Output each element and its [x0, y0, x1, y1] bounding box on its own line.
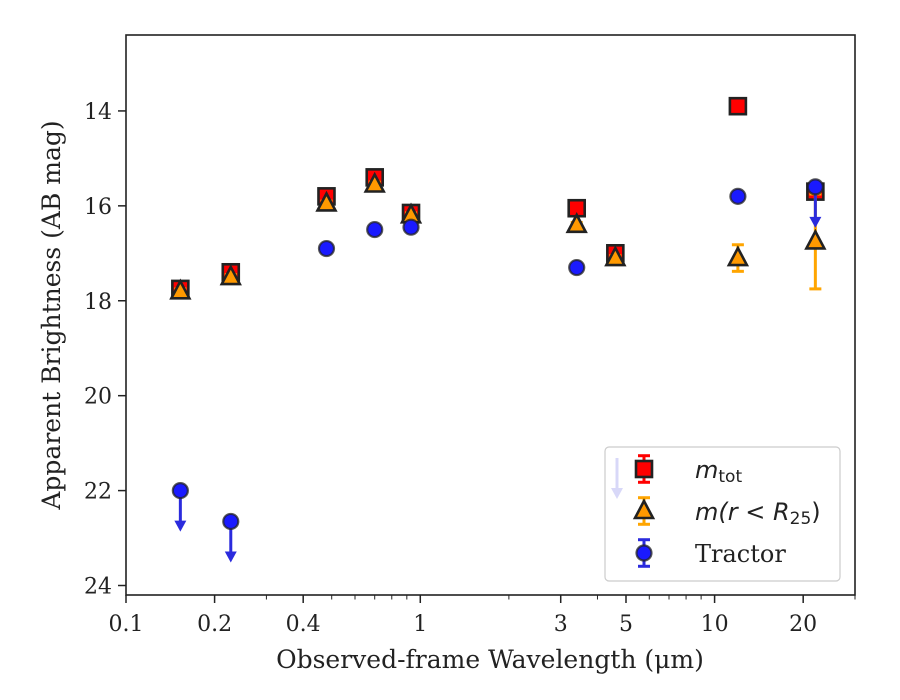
marker-circle — [729, 187, 747, 205]
y-axis-label: Apparent Brightness (AB mag) — [37, 120, 66, 510]
marker-triangle — [726, 245, 750, 267]
y-tick-label: 22 — [84, 480, 112, 505]
legend-label-mtot: mtot — [695, 456, 742, 487]
data-point — [729, 187, 747, 205]
data-point — [222, 512, 240, 563]
marker-circle — [222, 512, 240, 531]
legend: mtot m(r < R25) Tractor — [604, 446, 841, 582]
x-tick-label: 20 — [789, 612, 817, 637]
marker-circle — [635, 544, 653, 562]
x-axis-label: Observed-frame Wavelength (μm) — [276, 645, 704, 674]
x-tick-label: 5 — [619, 612, 633, 637]
marker-circle — [402, 218, 420, 236]
y-tick-label: 24 — [84, 575, 112, 600]
legend-entry — [634, 454, 654, 484]
marker-triangle — [632, 498, 656, 520]
legend-label-main: m — [695, 456, 718, 484]
data-point — [315, 190, 338, 212]
data-point — [726, 243, 750, 273]
marker-circle — [568, 258, 586, 277]
data-point — [604, 245, 627, 267]
data-point — [402, 218, 420, 236]
plot-area — [169, 96, 827, 563]
upper-limit-head — [174, 520, 187, 532]
marker-triangle — [219, 264, 242, 286]
x-tick-label: 1 — [413, 612, 427, 637]
axis-ticks: 0.1 0.2 0.4 1 3 5 10 20 14 16 18 20 22 24 — [84, 100, 856, 637]
marker-circle — [806, 178, 824, 196]
data-point — [806, 178, 824, 228]
marker-triangle — [169, 278, 192, 300]
y-tick-label: 14 — [84, 100, 112, 125]
marker-triangle — [604, 245, 627, 267]
data-point — [565, 212, 588, 234]
marker-triangle — [363, 171, 386, 193]
y-tick-label: 16 — [84, 195, 112, 220]
x-tick-label: 10 — [701, 612, 729, 637]
upper-limit-arrow — [611, 458, 623, 499]
legend-entry — [635, 538, 653, 568]
legend-entry — [632, 496, 656, 526]
data-point — [366, 220, 384, 239]
x-tick-label: 3 — [554, 612, 568, 637]
marker-circle — [317, 239, 336, 258]
x-tick-label: 0.1 — [109, 612, 144, 637]
plot-frame — [125, 34, 856, 596]
legend-label-sub: 25 — [790, 509, 812, 529]
data-point — [171, 481, 189, 532]
marker-square — [728, 96, 748, 116]
data-point — [363, 171, 386, 193]
legend-label-post: ) — [811, 498, 820, 526]
data-point — [568, 258, 586, 277]
legend-label-pre: m(r < R — [695, 498, 790, 526]
marker-square — [634, 459, 654, 479]
marker-circle — [366, 220, 384, 239]
marker-triangle — [565, 212, 588, 234]
marker-triangle — [315, 190, 338, 212]
series-circle — [171, 178, 824, 563]
legend-label-mr25: m(r < R25) — [695, 498, 821, 529]
data-point — [219, 264, 242, 286]
upper-limit-head — [224, 551, 237, 563]
data-point — [728, 96, 748, 116]
data-point — [169, 278, 192, 300]
legend-label-tractor: Tractor — [695, 540, 786, 568]
series-triangle — [169, 171, 827, 300]
marker-triangle — [804, 228, 827, 250]
legend-box — [604, 446, 841, 582]
legend-label-sub: tot — [718, 467, 742, 487]
upper-limit-head — [611, 488, 623, 499]
x-tick-label: 0.2 — [197, 612, 232, 637]
upper-limit-head — [809, 216, 822, 228]
y-tick-label: 20 — [84, 385, 112, 410]
data-point — [317, 239, 336, 258]
y-tick-label: 18 — [84, 290, 112, 315]
marker-circle — [171, 481, 189, 500]
x-tick-label: 0.4 — [286, 612, 321, 637]
